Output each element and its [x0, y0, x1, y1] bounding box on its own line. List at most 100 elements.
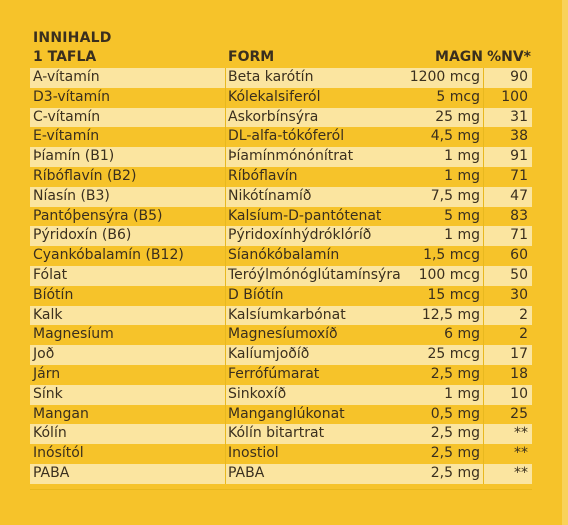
nutrient-name: Níasín (B3)	[33, 187, 110, 204]
nutrient-amount: 25 mcg	[427, 346, 481, 363]
nutrient-amount: 100 mcg	[418, 266, 480, 283]
nutrient-form: Teróýlmónóglútamínsýra	[228, 266, 401, 283]
panel-title: INNIHALD	[33, 30, 112, 46]
nutrient-form: Ferrófúmarat	[228, 365, 320, 382]
nutrient-name: Bíótín	[33, 286, 74, 303]
table-row: Ríbóflavín (B2) Ríbóflavín 1 mg 71	[30, 166, 532, 187]
nutrient-name: Joð	[33, 346, 55, 363]
nutrient-nv: 2	[519, 326, 528, 343]
nutrient-form: Kalsíum-D-pantótenat	[228, 207, 382, 224]
nutrient-amount: 7,5 mg	[430, 187, 480, 204]
nutrient-nv: 2	[519, 306, 528, 323]
nutrient-amount: 25 mg	[435, 108, 480, 125]
header-amount: MAGN	[435, 49, 483, 65]
table-row: Kólín Kólín bitartrat 2,5 mg **	[30, 424, 532, 445]
nutrient-nv: 18	[510, 365, 528, 382]
nutrient-form: Sinkoxíð	[228, 385, 287, 402]
nutrient-form: Askorbínsýra	[228, 108, 319, 125]
table-row: Pantóþensýra (B5) Kalsíum-D-pantótenat 5 m…	[30, 206, 532, 227]
column-divider	[483, 68, 484, 484]
nutrient-name: Mangan	[33, 405, 89, 422]
nutrient-amount: 5 mg	[444, 207, 480, 224]
nutrient-form: Þíamínmónónítrat	[228, 148, 354, 165]
nutrient-name: PABA	[33, 464, 70, 481]
table-row: PABA PABA 2,5 mg **	[30, 463, 532, 484]
right-edge-strip	[562, 0, 568, 525]
nutrient-form: Pýridoxínhýdróklóríð	[228, 227, 372, 244]
nutrient-form: Síanókóbalamín	[228, 247, 340, 264]
nutrient-nv: 83	[510, 207, 528, 224]
table-row: Níasín (B3) Nikótínamíð 7,5 mg 47	[30, 186, 532, 207]
nutrient-amount: 2,5 mg	[430, 365, 480, 382]
table-row: Sínk Sinkoxíð 1 mg 10	[30, 384, 532, 405]
nutrient-form: PABA	[228, 464, 265, 481]
nutrient-amount: 12,5 mg	[421, 306, 480, 323]
nutrient-name: A-vítamín	[33, 69, 100, 85]
nutrient-name: Kalk	[33, 306, 63, 323]
nutrient-name: Kólín	[33, 425, 67, 442]
nutrient-form: Inostiol	[228, 445, 279, 462]
nutrient-name: Pýridoxín (B6)	[33, 227, 132, 244]
nutrient-amount: 1200 mcg	[409, 69, 480, 85]
nutrient-form: Magnesíumoxíð	[228, 326, 338, 343]
table-bottom-rule	[30, 489, 532, 490]
nutrient-form: Kalíumjoðíð	[228, 346, 310, 363]
nutrient-table: A-vítamín Beta karótín 1200 mcg 90 D3-vítam…	[30, 68, 532, 484]
nutrient-name: Ríbóflavín (B2)	[33, 167, 137, 184]
nutrient-name: Cyankóbalamín (B12)	[33, 247, 184, 264]
table-row: Bíótín D Bíótín 15 mcg 30	[30, 285, 532, 306]
nutrient-amount: 1 mg	[444, 227, 480, 244]
nutrient-amount: 0,5 mg	[430, 405, 480, 422]
nutrient-nv: 25	[510, 405, 528, 422]
header-form: FORM	[228, 49, 275, 65]
nutrient-nv: 71	[510, 167, 528, 184]
nutrient-nv: 91	[510, 148, 528, 165]
nutrient-name: D3-vítamín	[33, 88, 111, 105]
table-header: 1 TAFLA FORM MAGN %NV*	[33, 49, 531, 67]
table-row: Mangan Manganglúkonat 0,5 mg 25	[30, 404, 532, 425]
table-row: Þíamín (B1) Þíamínmónónítrat 1 mg 91	[30, 147, 532, 167]
nutrient-nv: 10	[510, 385, 528, 402]
nutrient-name: Járn	[33, 365, 61, 382]
nutrient-amount: 1 mg	[444, 385, 480, 402]
nutrient-nv: 90	[510, 69, 528, 85]
header-dose: 1 TAFLA	[33, 49, 97, 65]
nutrient-nv: **	[514, 445, 528, 462]
nutrient-name: Inósítól	[33, 445, 84, 462]
nutrient-amount: 4,5 mg	[430, 128, 480, 145]
nutrient-nv: **	[514, 464, 528, 481]
nutrient-nv: 60	[510, 247, 528, 264]
nutrient-amount: 6 mg	[444, 326, 480, 343]
nutrient-nv: 38	[510, 128, 528, 145]
nutrient-nv: 17	[510, 346, 528, 363]
table-row: C-vítamín Askorbínsýra 25 mg 31	[30, 107, 532, 128]
nutrient-name: Magnesíum	[33, 326, 114, 343]
table-row: Joð Kalíumjoðíð 25 mcg 17	[30, 345, 532, 365]
nutrient-amount: 2,5 mg	[430, 464, 480, 481]
table-row: Fólat Teróýlmónóglútamínsýra 100 mcg 50	[30, 265, 532, 286]
table-row: Járn Ferrófúmarat 2,5 mg 18	[30, 364, 532, 385]
nutrient-name: Sínk	[33, 385, 63, 402]
nutrient-form: Kólín bitartrat	[228, 425, 325, 442]
nutrient-form: Manganglúkonat	[228, 405, 345, 422]
nutrient-amount: 5 mcg	[436, 88, 480, 105]
nutrient-name: E-vítamín	[33, 128, 100, 145]
nutrient-form: DL-alfa-tókóferól	[228, 128, 345, 145]
nutrient-nv: 30	[510, 286, 528, 303]
nutrient-nv: 50	[510, 266, 528, 283]
nutrient-amount: 1 mg	[444, 167, 480, 184]
table-row: Kalk Kalsíumkarbónat 12,5 mg 2	[30, 305, 532, 326]
nutrient-name: C-vítamín	[33, 108, 101, 125]
nutrient-form: Nikótínamíð	[228, 187, 312, 204]
nutrient-name: Fólat	[33, 266, 68, 283]
nutrient-amount: 2,5 mg	[430, 445, 480, 462]
table-row: Pýridoxín (B6) Pýridoxínhýdróklóríð 1 mg 71	[30, 226, 532, 247]
table-row: Magnesíum Magnesíumoxíð 6 mg 2	[30, 325, 532, 346]
nutrient-nv: **	[514, 425, 528, 442]
nutrient-nv: 100	[501, 88, 528, 105]
nutrient-form: Ríbóflavín	[228, 167, 298, 184]
nutrient-name: Pantóþensýra (B5)	[33, 207, 163, 224]
header-nv: %NV*	[487, 49, 531, 65]
nutrient-amount: 1 mg	[444, 148, 480, 165]
